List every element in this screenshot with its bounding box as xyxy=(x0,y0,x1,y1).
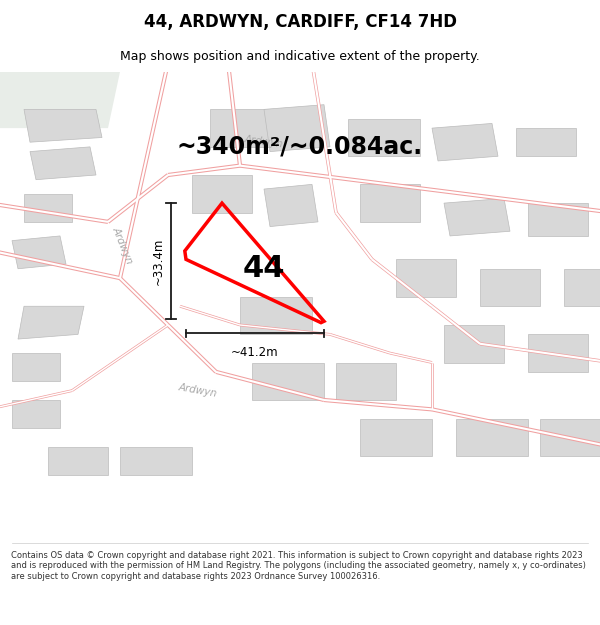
Polygon shape xyxy=(360,419,432,456)
Text: Ardwyn: Ardwyn xyxy=(244,134,284,150)
Polygon shape xyxy=(12,400,60,428)
Polygon shape xyxy=(264,104,330,151)
Polygon shape xyxy=(564,269,600,306)
Text: Ardwyn: Ardwyn xyxy=(178,382,218,399)
Polygon shape xyxy=(444,325,504,362)
Polygon shape xyxy=(528,334,588,372)
Polygon shape xyxy=(48,447,108,475)
Polygon shape xyxy=(18,306,84,339)
Polygon shape xyxy=(528,203,588,236)
Polygon shape xyxy=(12,236,66,269)
Polygon shape xyxy=(456,419,528,456)
Polygon shape xyxy=(24,194,72,222)
Text: Map shows position and indicative extent of the property.: Map shows position and indicative extent… xyxy=(120,49,480,62)
Polygon shape xyxy=(348,119,420,156)
Polygon shape xyxy=(192,175,252,213)
Polygon shape xyxy=(540,419,600,456)
Polygon shape xyxy=(30,147,96,180)
Polygon shape xyxy=(480,269,540,306)
Text: 44: 44 xyxy=(243,254,285,283)
Text: 44, ARDWYN, CARDIFF, CF14 7HD: 44, ARDWYN, CARDIFF, CF14 7HD xyxy=(143,12,457,31)
Polygon shape xyxy=(24,109,102,142)
Text: ~340m²/~0.084ac.: ~340m²/~0.084ac. xyxy=(177,135,423,159)
Polygon shape xyxy=(360,184,420,222)
Polygon shape xyxy=(396,259,456,297)
Polygon shape xyxy=(252,362,324,400)
Text: ~33.4m: ~33.4m xyxy=(151,238,164,285)
Text: Contains OS data © Crown copyright and database right 2021. This information is : Contains OS data © Crown copyright and d… xyxy=(11,551,586,581)
Polygon shape xyxy=(0,72,120,128)
Polygon shape xyxy=(240,297,312,334)
Polygon shape xyxy=(516,128,576,156)
Text: Ardwyn: Ardwyn xyxy=(111,225,135,266)
Polygon shape xyxy=(264,184,318,226)
Polygon shape xyxy=(432,124,498,161)
Polygon shape xyxy=(336,362,396,400)
Polygon shape xyxy=(210,109,288,147)
Polygon shape xyxy=(444,199,510,236)
Polygon shape xyxy=(120,447,192,475)
Text: ~41.2m: ~41.2m xyxy=(231,346,279,359)
Polygon shape xyxy=(12,353,60,381)
